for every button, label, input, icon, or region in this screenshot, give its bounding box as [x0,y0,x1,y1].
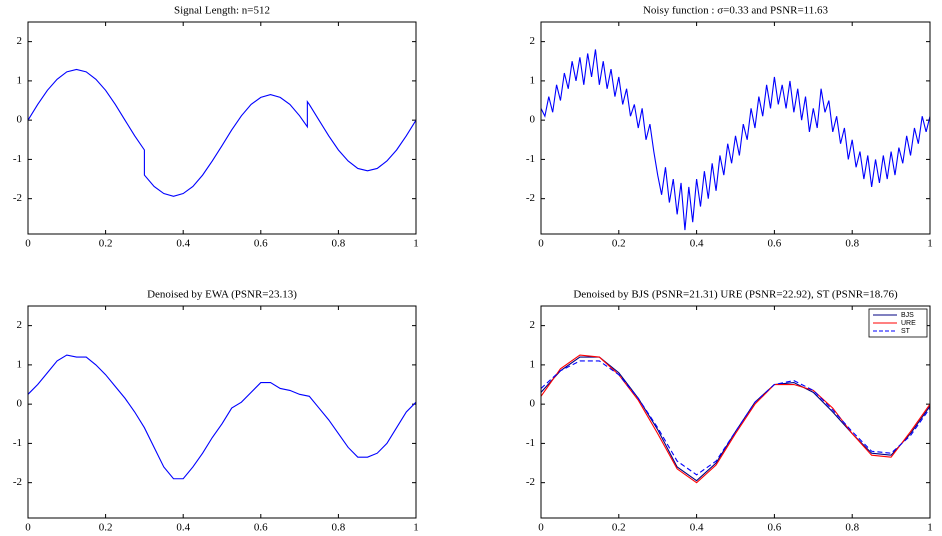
y-tick-label: 0 [530,398,536,410]
y-tick-label: 2 [530,35,536,47]
x-tick-label: 0 [25,238,31,250]
y-tick-label: -1 [526,153,535,165]
y-tick-label: 1 [530,74,536,86]
x-tick-label: 0.4 [176,522,190,534]
x-tick-label: 0 [25,522,31,534]
x-tick-label: 0.8 [332,522,346,534]
chart-title: Noisy function : σ=0.33 and PSNR=11.63 [643,5,829,17]
x-tick-label: 0.8 [845,238,859,250]
y-tick-label: -1 [526,437,535,449]
x-tick-label: 0.6 [768,522,782,534]
x-tick-label: 0.6 [254,238,268,250]
x-tick-label: 0.4 [690,238,704,250]
y-tick-label: 1 [17,358,23,370]
data-line [28,354,416,480]
x-tick-label: 1 [927,238,933,250]
x-tick-label: 0.2 [612,522,626,534]
x-tick-label: 0.4 [176,238,190,250]
chart-title: Denoised by BJS (PSNR=21.31) URE (PSNR=2… [573,289,898,301]
data-line [541,356,930,482]
y-tick-label: -2 [13,192,22,204]
legend-box [868,308,928,338]
x-tick-label: 0 [538,238,544,250]
chart-title: Denoised by EWA (PSNR=23.13) [147,289,297,301]
x-tick-label: 0.2 [99,522,113,534]
subplot: Denoised by EWA (PSNR=23.13) 0 0.2 0.4 0.6 0.… [13,289,419,534]
y-tick-label: -1 [13,437,22,449]
y-tick-label: 2 [530,319,536,331]
x-tick-label: 0.2 [99,238,113,250]
axes-frame [27,21,417,235]
axes-frame [27,305,417,519]
y-tick-label: 1 [17,74,23,86]
legend-label: BJS [901,312,914,319]
axes-frame [540,305,931,519]
y-tick-label: 0 [17,398,23,410]
x-tick-label: 1 [413,238,419,250]
x-tick-label: 1 [413,522,419,534]
y-tick-label: 2 [17,319,23,331]
y-tick-label: 0 [530,114,536,126]
x-tick-label: 0.8 [332,238,346,250]
y-tick-label: -2 [526,192,535,204]
x-tick-label: 0.6 [768,238,782,250]
data-line [541,49,930,231]
y-tick-label: -2 [526,476,535,488]
y-tick-label: 2 [17,35,23,47]
subplot: Signal Length: n=512 0 0.2 0.4 0.6 0.8 1 -2 -1 0 1… [13,5,419,250]
legend-label: URE [901,320,916,327]
x-tick-label: 1 [927,522,933,534]
x-tick-label: 0.6 [254,522,268,534]
x-tick-label: 0 [538,522,544,534]
subplot: Noisy function : σ=0.33 and PSNR=11.63 0 0… [526,5,933,250]
x-tick-label: 0.4 [690,522,704,534]
chart-title: Signal Length: n=512 [174,5,270,17]
data-line [541,360,930,476]
x-tick-label: 0.8 [845,522,859,534]
x-tick-label: 0.2 [612,238,626,250]
axes-frame [540,21,931,235]
y-tick-label: 0 [17,114,23,126]
y-tick-label: -1 [13,153,22,165]
data-line [28,68,416,197]
data-line [541,354,930,484]
subplot: Denoised by BJS (PSNR=21.31) URE (PSNR=2… [526,289,933,534]
y-tick-label: 1 [530,358,536,370]
y-tick-label: -2 [13,476,22,488]
legend-label: ST [901,328,911,335]
